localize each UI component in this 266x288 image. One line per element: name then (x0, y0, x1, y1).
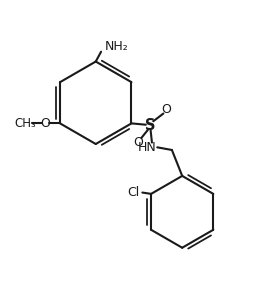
Text: Cl: Cl (128, 186, 140, 199)
Text: O: O (40, 117, 50, 130)
Text: O: O (134, 136, 144, 149)
Text: S: S (145, 118, 156, 133)
Text: NH₂: NH₂ (105, 40, 129, 53)
Text: CH₃: CH₃ (14, 117, 36, 130)
Text: HN: HN (138, 141, 156, 154)
Text: O: O (161, 103, 171, 116)
